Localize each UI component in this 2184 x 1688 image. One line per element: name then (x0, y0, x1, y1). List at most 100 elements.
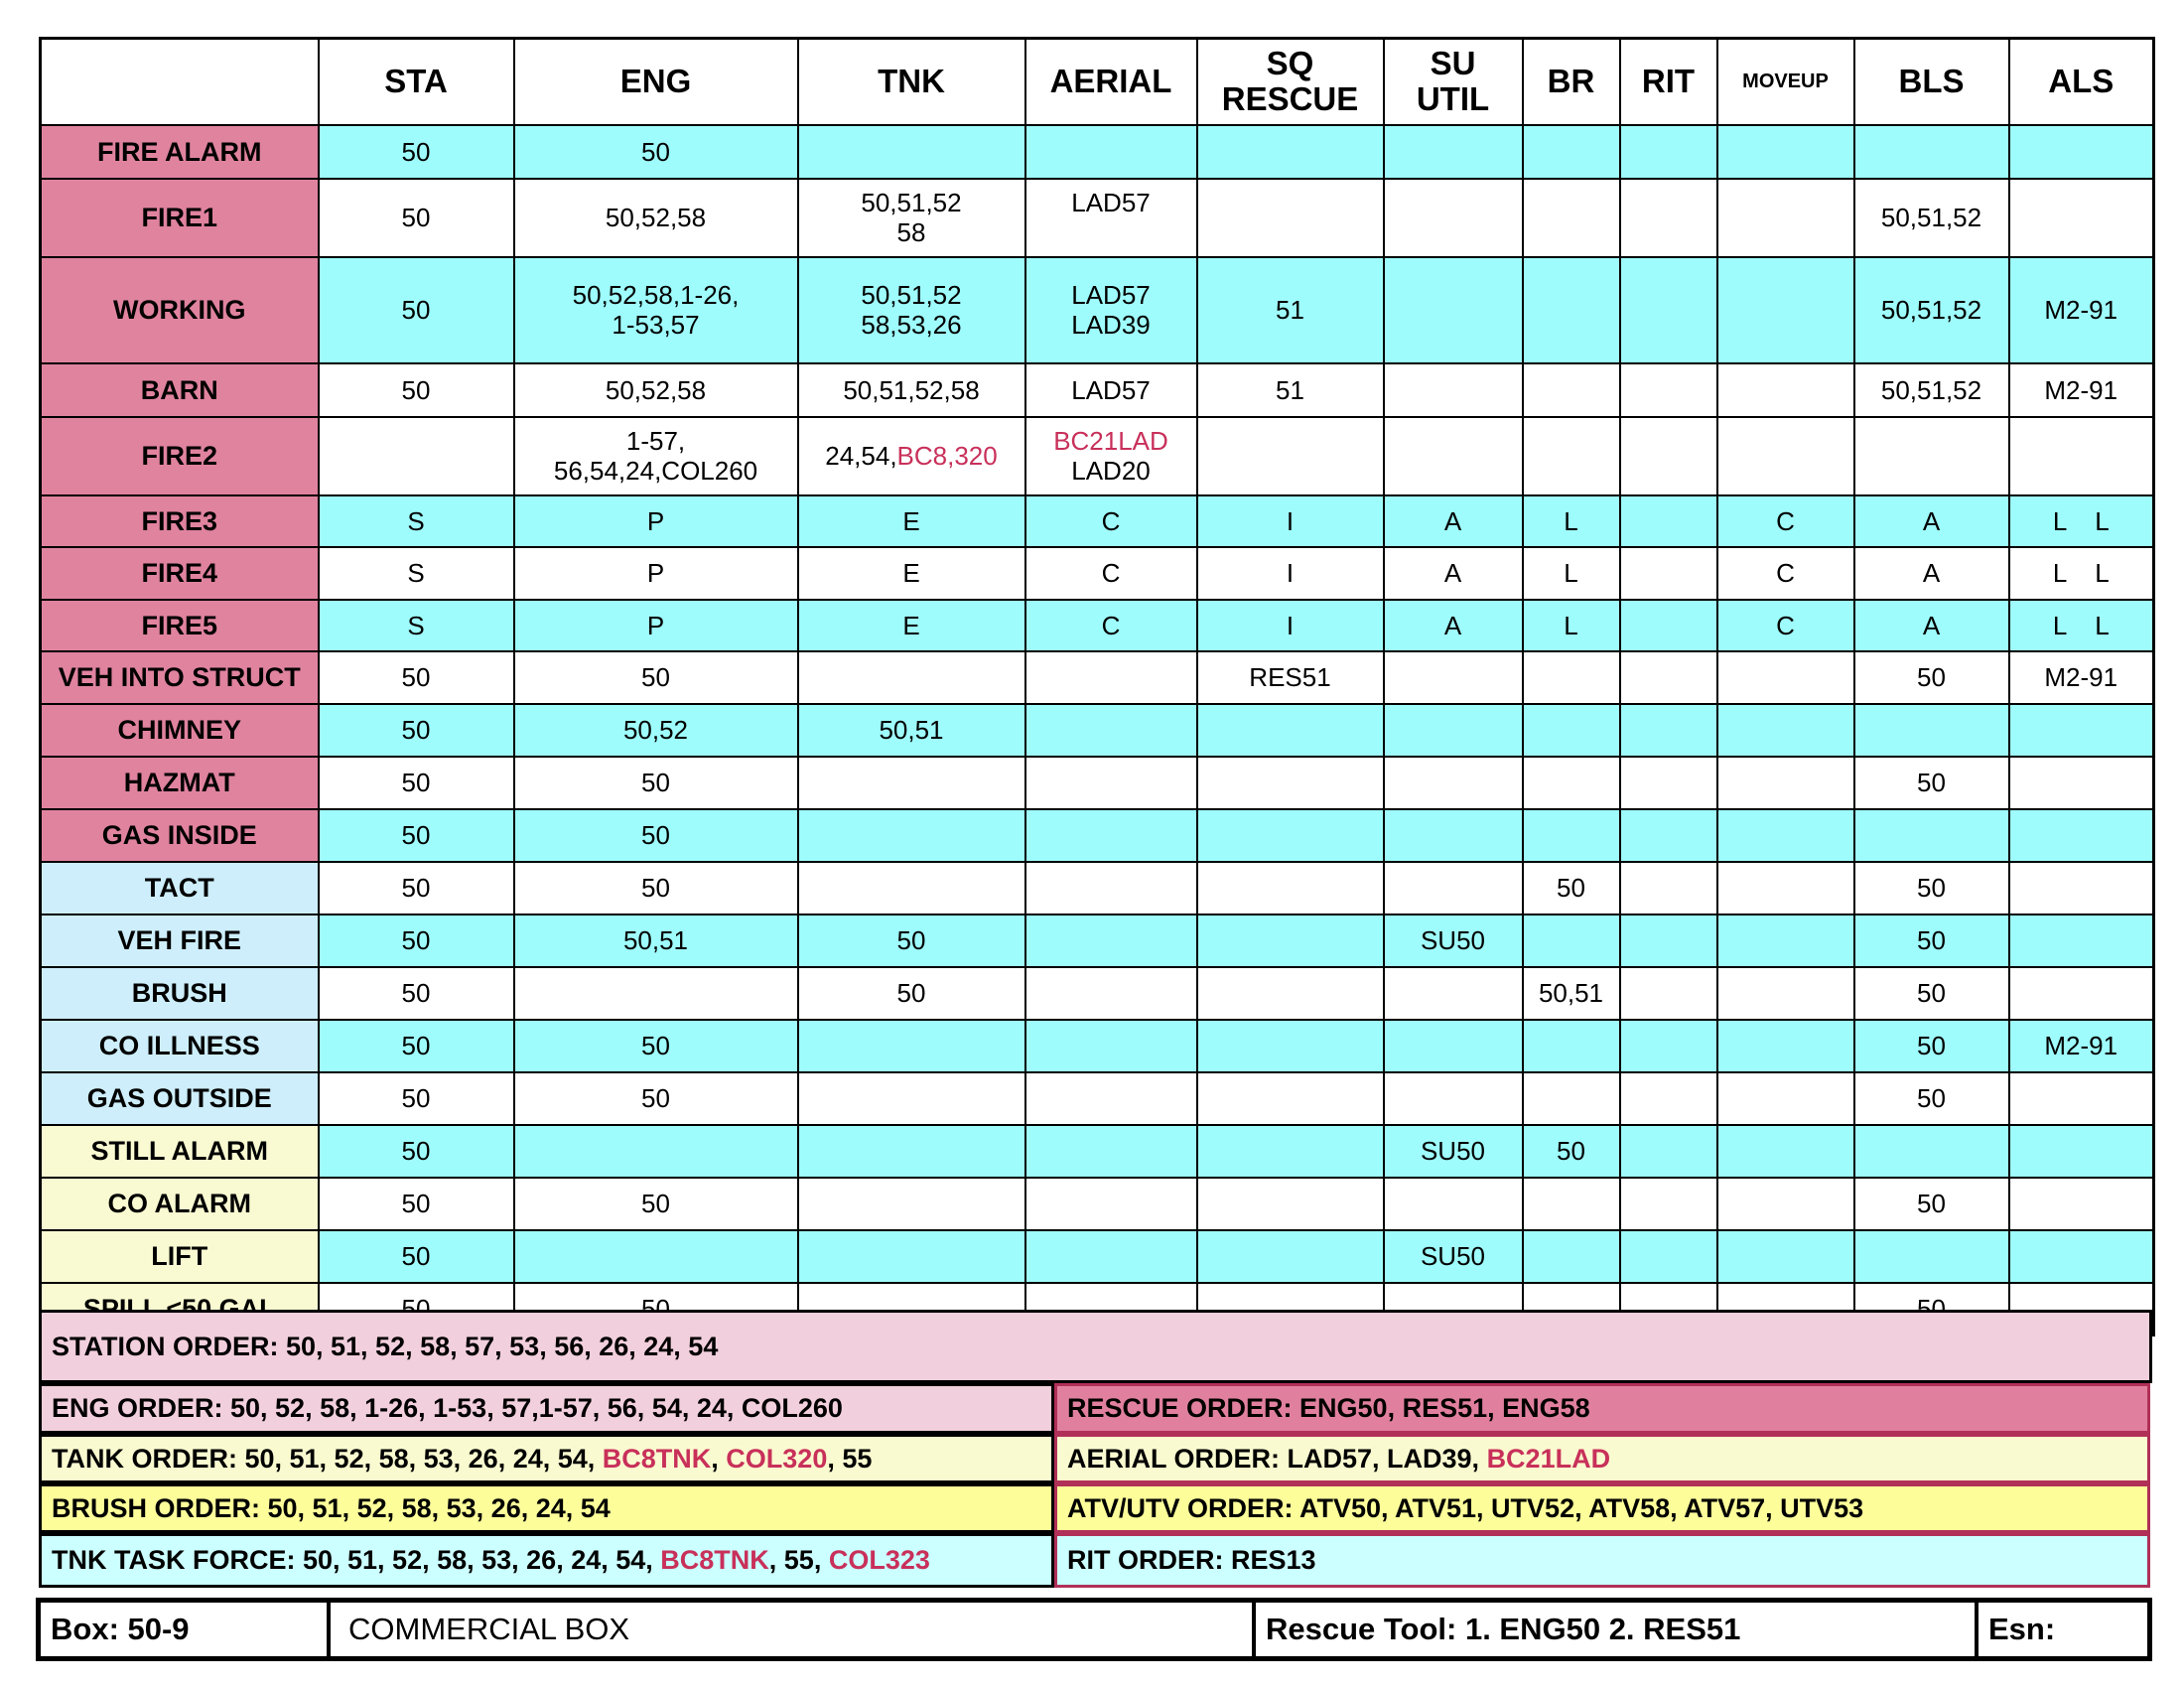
cell-moveup (1715, 965, 1855, 1021)
cell-su-util (1382, 649, 1524, 705)
row-label: FIRE5 (39, 598, 320, 652)
station-order: STATION ORDER: 50, 51, 52, 58, 57, 53, 5… (39, 1310, 2152, 1383)
column-header-als: ALS (2007, 37, 2155, 126)
cell-aerial (1024, 702, 1198, 758)
cell-aerial (1024, 965, 1198, 1021)
table-row: WORKING 50 50,52,58,1-26, 1-53,57 50,51,52 … (39, 255, 2155, 364)
table-row: GAS INSIDE 50 50 (39, 807, 2155, 863)
cell-tnk (796, 1070, 1026, 1126)
cell-moveup (1715, 755, 1855, 810)
order-text-part: BC21LAD (1486, 1443, 1611, 1474)
cell-eng: 50,52,58 (512, 361, 799, 418)
order-text-part: COL323 (828, 1545, 930, 1575)
table-row: GAS OUTSIDE 50 50 50 (39, 1070, 2155, 1126)
cell-tnk: 50 (796, 965, 1026, 1021)
table-row: LIFT 50 SU50 (39, 1228, 2155, 1284)
cell-moveup (1715, 361, 1855, 418)
cell-rit (1618, 361, 1718, 418)
cell-tnk: 24,54,BC8,320 (796, 415, 1026, 496)
cell-sq-rescue: I (1195, 493, 1385, 548)
cell-eng: 50 (512, 1018, 799, 1073)
cell-moveup (1715, 1228, 1855, 1284)
cell-br: L (1521, 545, 1621, 601)
footer-bar: Box: 50-9 COMMERCIAL BOX Rescue Tool: 1.… (36, 1598, 2152, 1661)
cell-sta: 50 (317, 1228, 515, 1284)
cell-rit (1618, 965, 1718, 1021)
cell-br: 50 (1521, 1123, 1621, 1179)
cell-sta (317, 415, 515, 496)
cell-su-util: SU50 (1382, 913, 1524, 968)
rescue-order: RESCUE ORDER: ENG50, RES51, ENG58 (1054, 1383, 2150, 1434)
table-row: HAZMAT 50 50 50 (39, 755, 2155, 810)
cell-aerial (1024, 1018, 1198, 1073)
cell-aerial: C (1024, 545, 1198, 601)
cell-moveup (1715, 1070, 1855, 1126)
cell-aerial: LAD57 (1024, 177, 1198, 258)
cell-rit (1618, 1070, 1718, 1126)
cell-bls: A (1852, 545, 2010, 601)
cell-als: M2-91 (2007, 255, 2155, 364)
order-text-part: RIT ORDER: RES13 (1067, 1545, 1316, 1575)
cell-eng: 50 (512, 755, 799, 810)
cell-moveup (1715, 177, 1855, 258)
cell-tnk (796, 1228, 1026, 1284)
cell-su-util: SU50 (1382, 1123, 1524, 1179)
order-text-part: , 55, (768, 1545, 829, 1575)
column-header-bls: BLS (1852, 37, 2010, 126)
cell-su-util (1382, 807, 1524, 863)
cell-sta: 50 (317, 807, 515, 863)
cell-sta: S (317, 545, 515, 601)
cell-sq-rescue (1195, 123, 1385, 180)
cell-moveup (1715, 123, 1855, 180)
column-header-eng: ENG (512, 37, 799, 126)
order-text-part: AERIAL ORDER: LAD57, LAD39, (1067, 1443, 1487, 1474)
cell-sta: S (317, 598, 515, 652)
cell-als (2007, 177, 2155, 258)
order-text-part: COL320 (726, 1443, 828, 1474)
cell-sq-rescue (1195, 860, 1385, 915)
row-label: FIRE3 (39, 493, 320, 548)
cell-su-util (1382, 1176, 1524, 1231)
column-header-moveup: MOVEUP (1715, 37, 1855, 126)
cell-als (2007, 807, 2155, 863)
cell-aerial (1024, 755, 1198, 810)
cell-sta: 50 (317, 1070, 515, 1126)
cell-rit (1618, 1228, 1718, 1284)
cell-rit (1618, 755, 1718, 810)
cell-rit (1618, 545, 1718, 601)
cell-sq-rescue: I (1195, 545, 1385, 601)
cell-bls: 50,51,52 (1852, 361, 2010, 418)
row-label: BRUSH (39, 965, 320, 1021)
cell-moveup: C (1715, 545, 1855, 601)
cell-tnk: E (796, 545, 1026, 601)
cell-br (1521, 1018, 1621, 1073)
cell-bls (1852, 415, 2010, 496)
table-row: CO ILLNESS 50 50 50 M2-91 (39, 1018, 2155, 1073)
cell-bls: 50 (1852, 860, 2010, 915)
cell-sta: 50 (317, 177, 515, 258)
table-row: FIRE5 S P E C I A L C A L L (39, 598, 2155, 652)
cell-sq-rescue (1195, 1228, 1385, 1284)
cell-rit (1618, 1176, 1718, 1231)
cell-als (2007, 860, 2155, 915)
cell-sq-rescue (1195, 177, 1385, 258)
cell-als (2007, 1228, 2155, 1284)
cell-aerial: C (1024, 598, 1198, 652)
cell-rit (1618, 255, 1718, 364)
cell-br (1521, 807, 1621, 863)
cell-tnk (796, 807, 1026, 863)
order-text-part: BC8TNK (602, 1443, 712, 1474)
cell-moveup: C (1715, 493, 1855, 548)
cell-aerial: LAD57 (1024, 361, 1198, 418)
cell-sta: 50 (317, 860, 515, 915)
cell-als: L L (2007, 545, 2155, 601)
cell-moveup (1715, 255, 1855, 364)
cell-moveup (1715, 1176, 1855, 1231)
cell-als: M2-91 (2007, 1018, 2155, 1073)
cell-bls: A (1852, 598, 2010, 652)
cell-aerial (1024, 649, 1198, 705)
column-header-aerial: AERIAL (1024, 37, 1198, 126)
cell-als (2007, 965, 2155, 1021)
column-header-tnk: TNK (796, 37, 1026, 126)
cell-tnk: E (796, 493, 1026, 548)
